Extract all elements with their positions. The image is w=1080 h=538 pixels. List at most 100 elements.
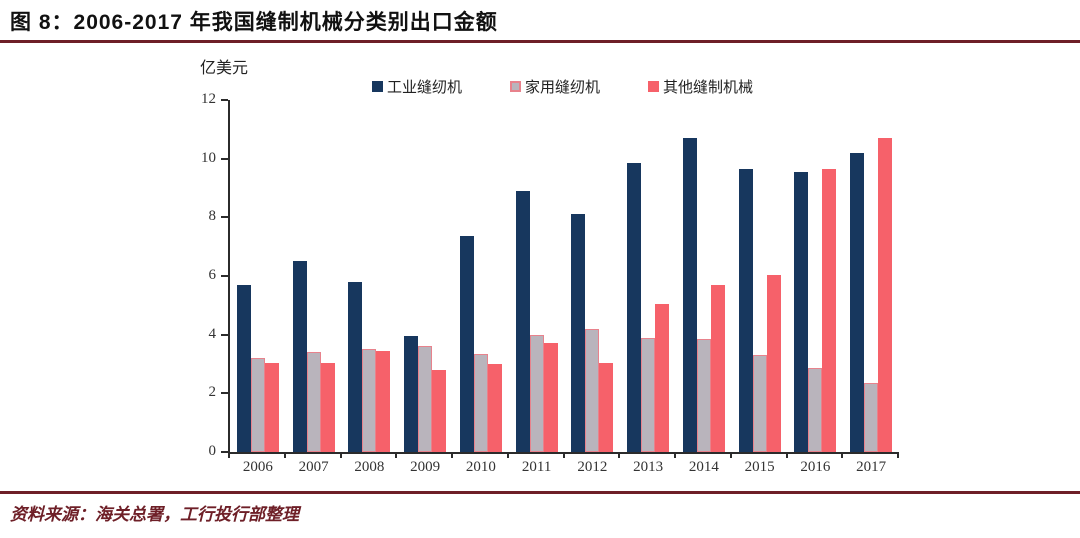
y-tick-2: [221, 392, 228, 394]
x-tick-label-2014: 2014: [688, 459, 719, 475]
bar-industrial-2017: [850, 153, 865, 452]
bar-industrial-2009: [404, 336, 419, 452]
y-tick-label-10: 10: [201, 150, 216, 166]
bar-household-2006: [250, 358, 265, 452]
bar-other-2012: [599, 363, 614, 452]
x-tick-3: [395, 453, 397, 458]
bar-group-2015: 2015: [732, 100, 788, 475]
bar-industrial-2011: [515, 191, 530, 452]
x-tick-label-2011: 2011: [521, 459, 552, 475]
bar-group-2017: 2017: [843, 100, 899, 475]
footer-divider-rule: [0, 491, 1080, 494]
bar-group-2011: 2011: [509, 100, 565, 475]
y-tick-label-12: 12: [201, 91, 216, 107]
bar-other-2009: [432, 370, 447, 452]
x-tick-label-2012: 2012: [577, 459, 608, 475]
x-tick-8: [674, 453, 676, 458]
bar-industrial-2007: [292, 261, 307, 452]
bar-household-2014: [696, 339, 711, 452]
y-tick-label-8: 8: [208, 208, 217, 224]
bar-group-2013: 2013: [620, 100, 676, 475]
x-tick-7: [618, 453, 620, 458]
x-tick-label-2009: 2009: [410, 459, 441, 475]
y-axis-unit-label: 亿美元: [200, 60, 249, 77]
bar-household-2008: [362, 349, 377, 452]
bar-other-2017: [878, 138, 893, 452]
x-tick-5: [507, 453, 509, 458]
x-tick-12: [897, 453, 899, 458]
legend-swatch-household: [509, 81, 521, 92]
x-tick-label-2006: 2006: [242, 459, 273, 475]
bar-other-2006: [264, 363, 279, 452]
bar-group-2010: 2010: [453, 100, 509, 475]
bar-industrial-2008: [348, 282, 363, 452]
y-tick-label-0: 0: [208, 443, 217, 459]
bar-industrial-2006: [236, 285, 251, 452]
bar-household-2010: [473, 354, 488, 452]
bar-group-2006: 2006: [230, 100, 286, 475]
y-tick-4: [221, 334, 228, 336]
bar-household-2012: [585, 329, 600, 452]
x-tick-1: [284, 453, 286, 458]
x-tick-label-2016: 2016: [800, 459, 831, 475]
bar-group-2016: 2016: [788, 100, 844, 475]
y-tick-label-4: 4: [208, 326, 217, 342]
x-tick-label-2008: 2008: [354, 459, 385, 475]
y-tick-12: [221, 99, 228, 101]
legend-swatch-industrial: [371, 81, 383, 92]
legend-item-other: 其他缝制机械: [648, 76, 753, 97]
x-tick-6: [563, 453, 565, 458]
bar-group-2009: 2009: [397, 100, 453, 475]
bar-group-2007: 2007: [286, 100, 342, 475]
bar-industrial-2014: [682, 138, 697, 452]
x-tick-label-2017: 2017: [856, 459, 887, 475]
bar-industrial-2016: [794, 172, 809, 452]
bar-industrial-2012: [571, 214, 586, 452]
x-tick-0: [228, 453, 230, 458]
bar-household-2009: [418, 346, 433, 452]
chart-legend: 工业缝纫机 家用缝纫机 其他缝制机械: [228, 76, 897, 97]
bar-household-2011: [529, 335, 544, 452]
y-tick-label-6: 6: [208, 267, 217, 283]
x-tick-label-2007: 2007: [298, 459, 329, 475]
y-tick-0: [221, 451, 228, 453]
bar-household-2007: [306, 352, 321, 452]
bar-other-2016: [822, 169, 837, 452]
legend-label-household: 家用缝纫机: [524, 79, 600, 96]
legend-label-industrial: 工业缝纫机: [386, 79, 462, 96]
bar-other-2015: [766, 275, 781, 452]
bar-industrial-2013: [627, 163, 642, 452]
source-note: 资料来源：海关总署，工行投行部整理: [10, 505, 299, 524]
bar-other-2007: [320, 363, 335, 452]
y-tick-8: [221, 216, 228, 218]
bar-other-2014: [710, 285, 725, 452]
bar-other-2008: [376, 351, 391, 452]
bar-household-2016: [808, 368, 823, 452]
x-tick-label-2013: 2013: [633, 459, 664, 475]
legend-item-industrial: 工业缝纫机: [371, 76, 462, 97]
bar-other-2011: [543, 343, 558, 452]
chart-title: 图 8：2006-2017 年我国缝制机械分类别出口金额: [10, 11, 498, 34]
bar-other-2013: [655, 304, 670, 452]
bar-household-2015: [752, 355, 767, 452]
bar-other-2010: [487, 364, 502, 452]
x-tick-2: [340, 453, 342, 458]
title-divider-rule: [0, 40, 1080, 43]
x-tick-11: [841, 453, 843, 458]
legend-swatch-other: [648, 81, 659, 92]
x-tick-label-2015: 2015: [744, 459, 775, 475]
legend-label-other: 其他缝制机械: [663, 79, 754, 96]
y-tick-label-2: 2: [208, 384, 217, 400]
y-tick-6: [221, 275, 228, 277]
x-tick-10: [786, 453, 788, 458]
bar-industrial-2010: [459, 236, 474, 452]
legend-item-household: 家用缝纫机: [509, 76, 600, 97]
bar-household-2017: [864, 383, 879, 452]
plot-area: 2006 2007 2008 2009 2010 2011 2012 2013 2014 2015…: [228, 100, 899, 475]
bar-industrial-2015: [738, 169, 753, 452]
bar-group-2014: 2014: [676, 100, 732, 475]
y-tick-10: [221, 158, 228, 160]
bar-group-2012: 2012: [565, 100, 621, 475]
x-tick-9: [730, 453, 732, 458]
